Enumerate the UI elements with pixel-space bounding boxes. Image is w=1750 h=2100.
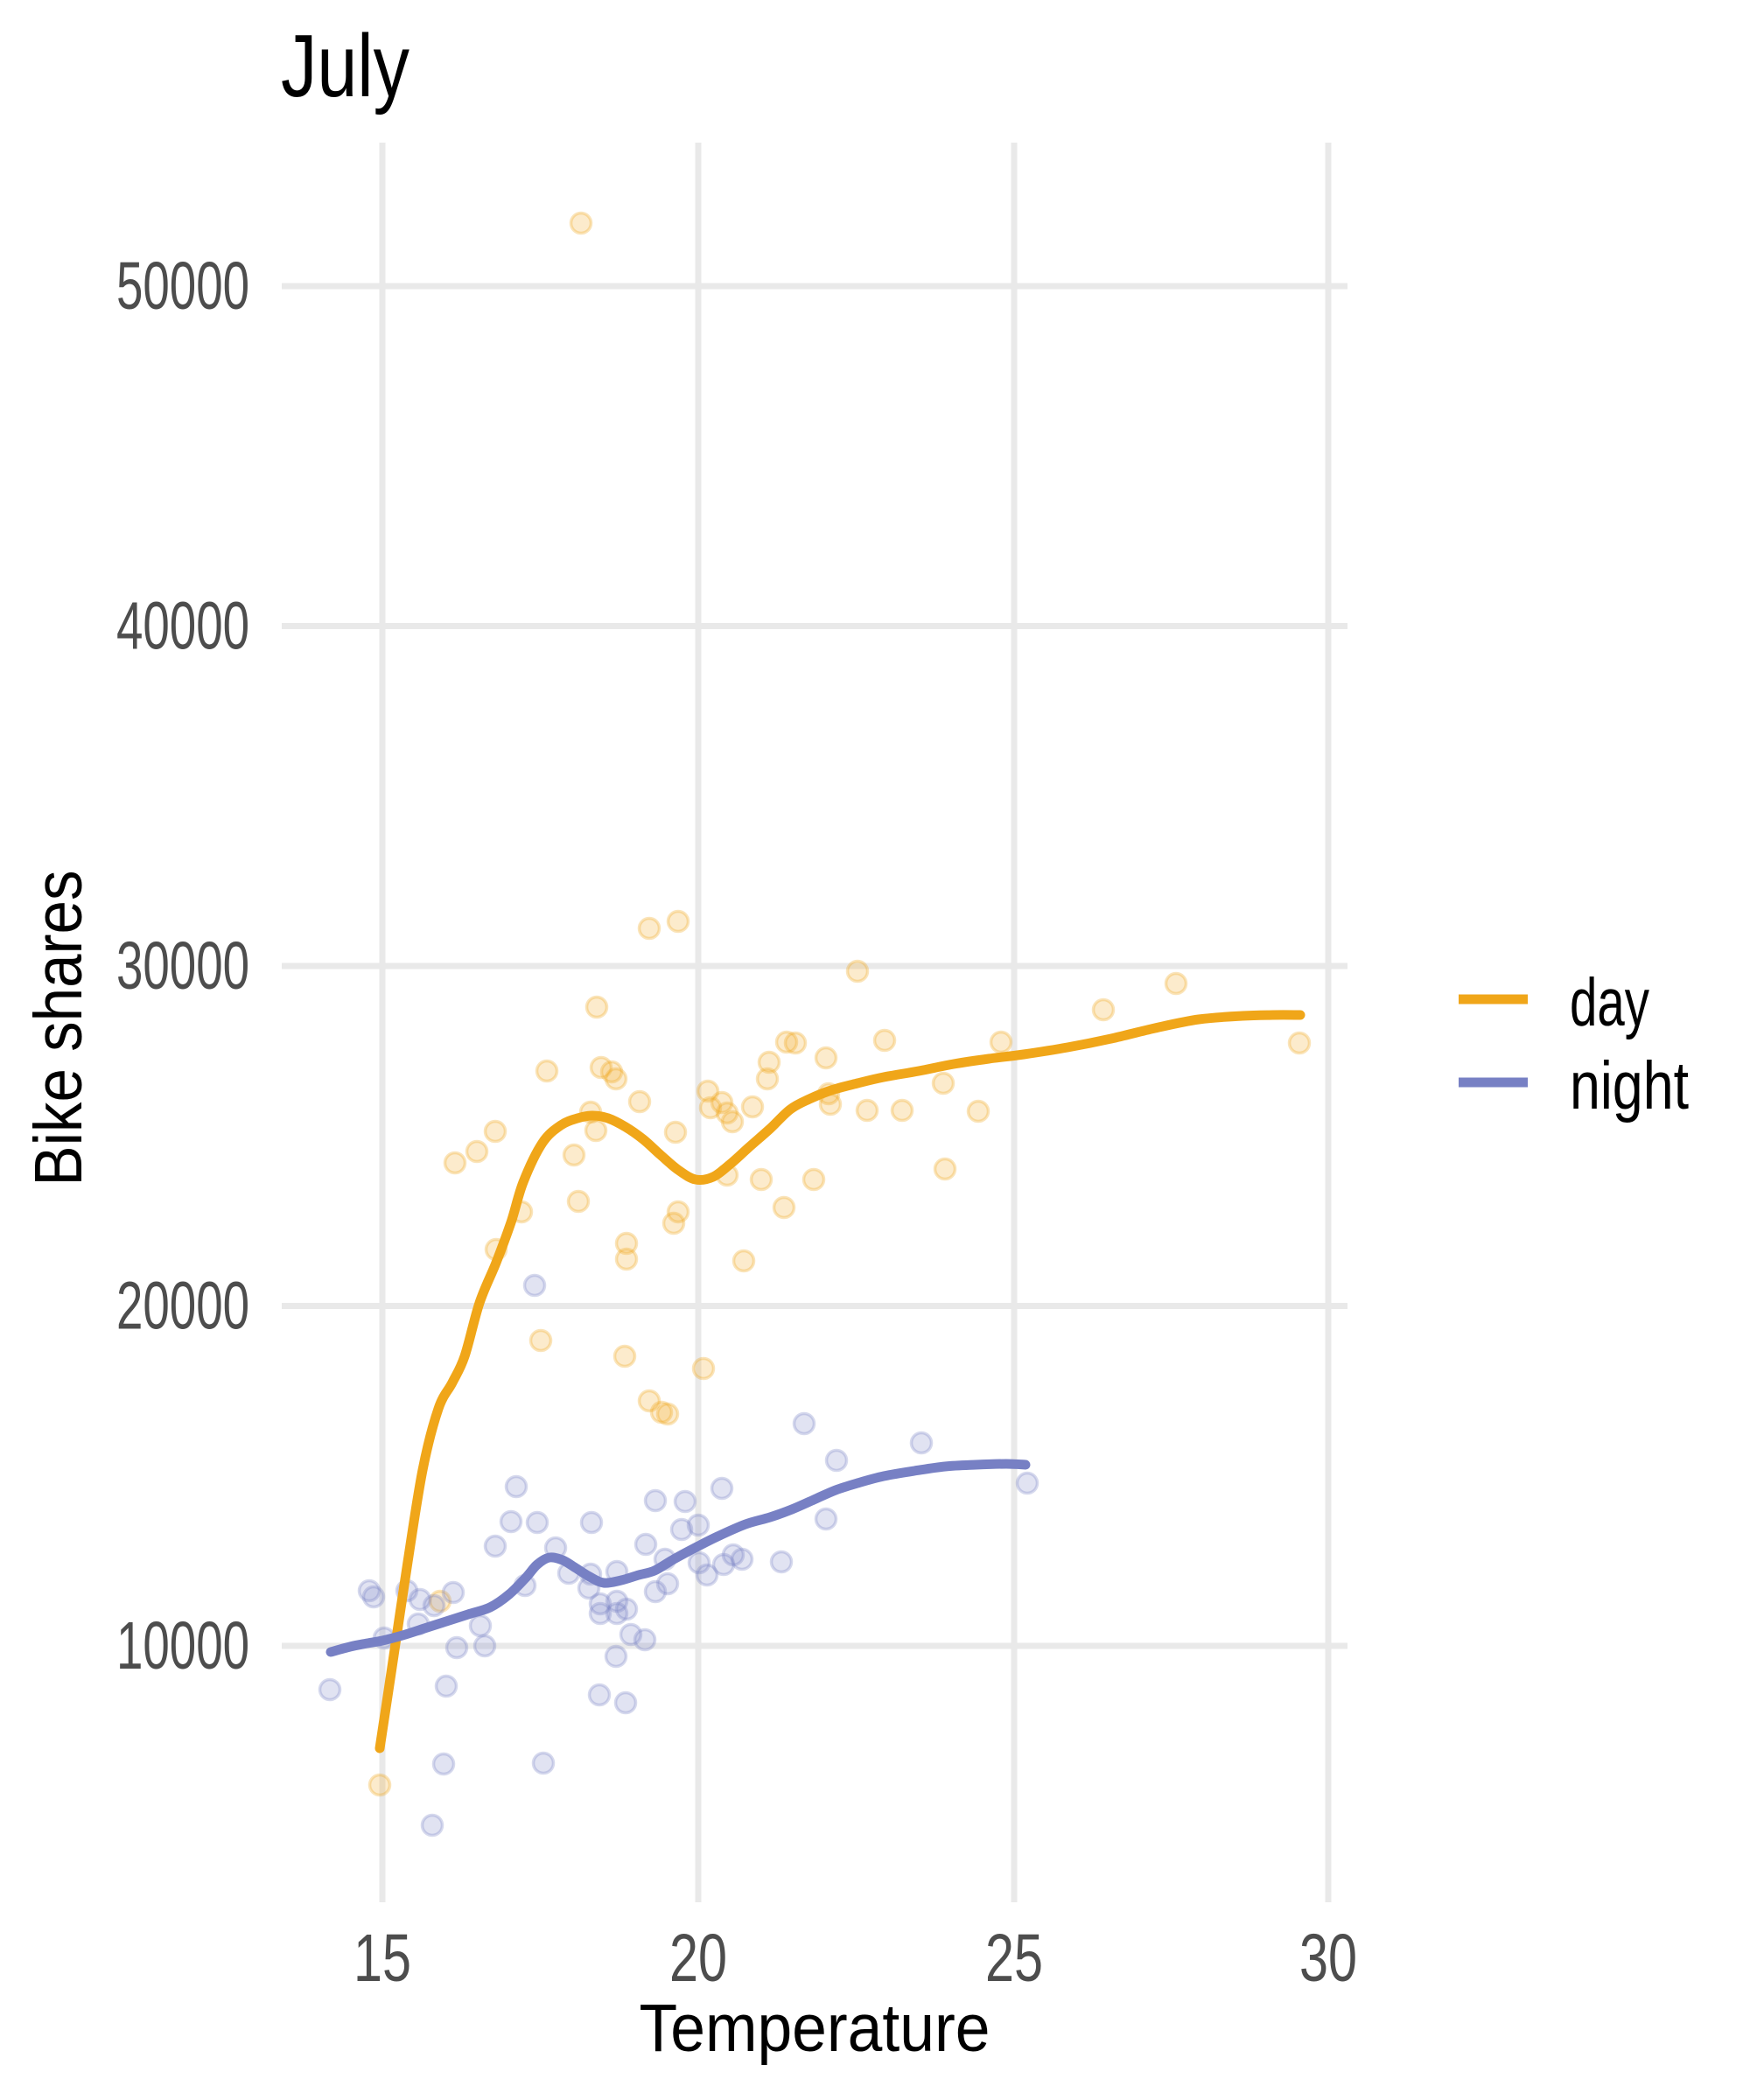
- svg-text:30000: 30000: [116, 928, 249, 1004]
- svg-text:40000: 40000: [116, 589, 249, 664]
- svg-text:10000: 10000: [116, 1608, 249, 1684]
- svg-text:Temperature: Temperature: [640, 1991, 990, 2066]
- svg-text:30: 30: [1299, 1921, 1357, 1996]
- svg-text:20000: 20000: [116, 1269, 249, 1344]
- svg-text:July: July: [281, 18, 410, 116]
- svg-text:50000: 50000: [116, 248, 249, 324]
- svg-text:day: day: [1570, 965, 1649, 1040]
- svg-text:night: night: [1570, 1048, 1689, 1124]
- svg-text:15: 15: [354, 1921, 411, 1996]
- svg-text:25: 25: [985, 1921, 1043, 1996]
- svg-text:20: 20: [669, 1921, 727, 1996]
- svg-text:Bike shares: Bike shares: [21, 871, 96, 1186]
